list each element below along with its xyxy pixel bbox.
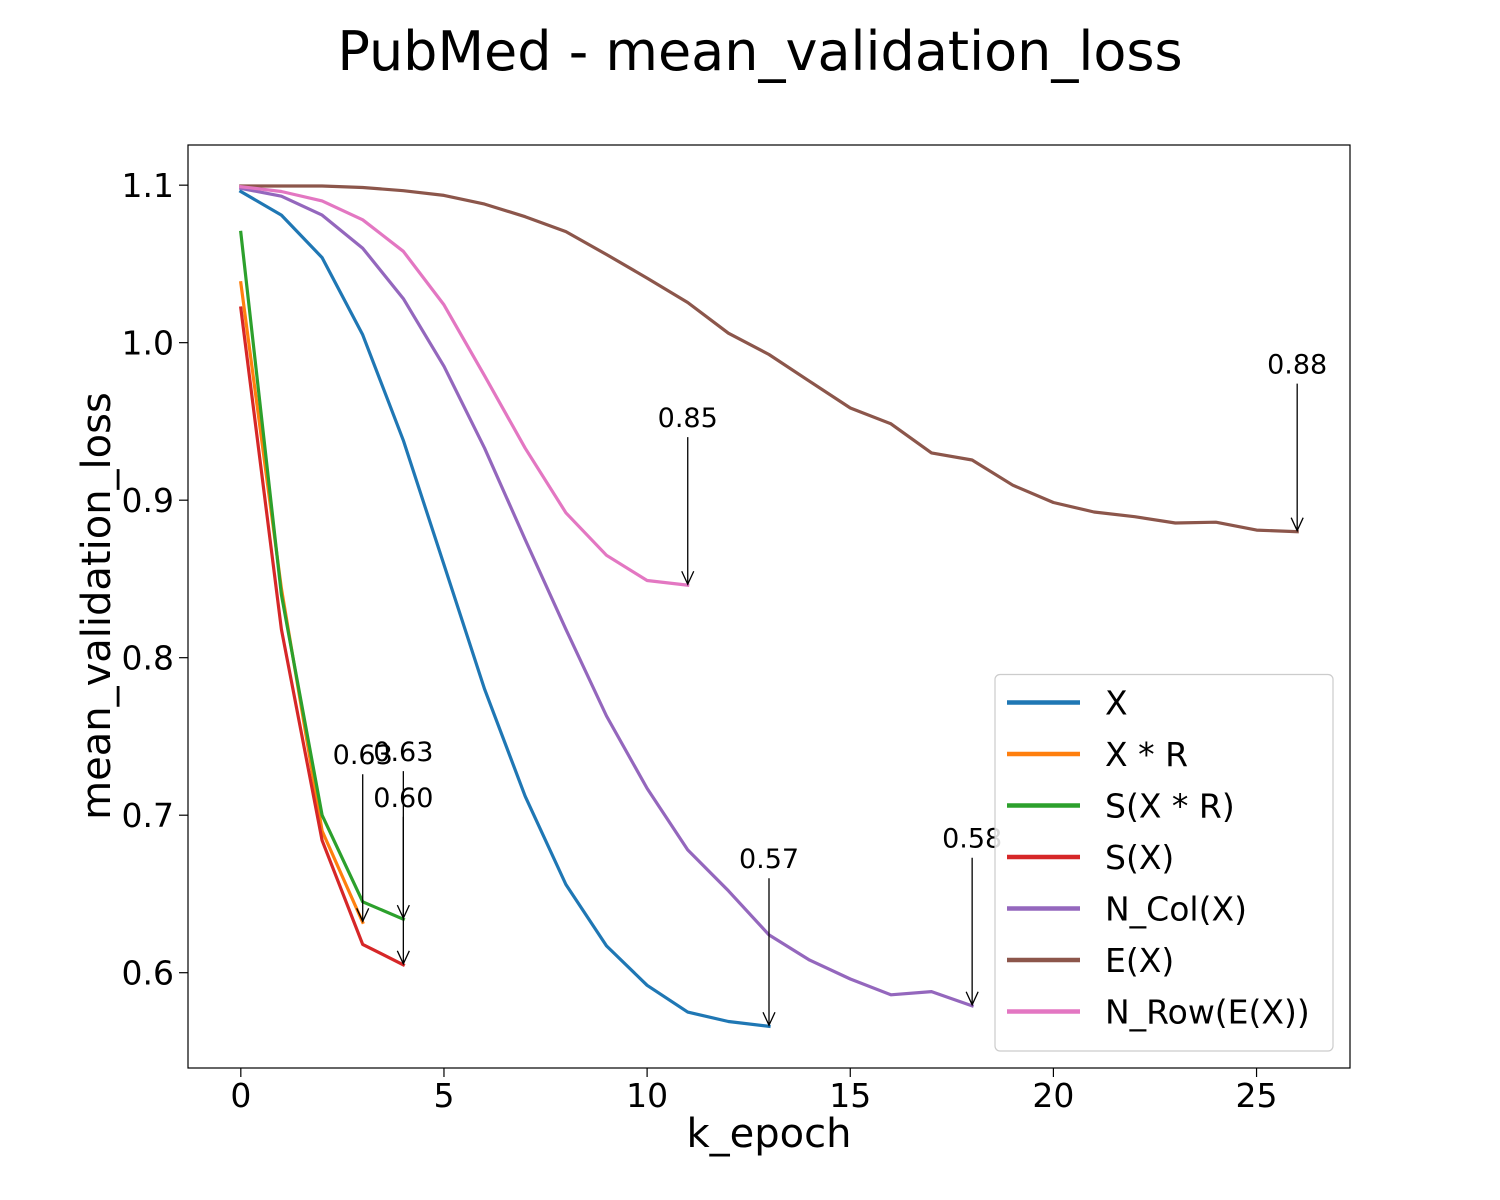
- series-line-4: [238, 186, 975, 1008]
- annotation-label: 0.63: [373, 737, 433, 768]
- series-line-3: [239, 306, 406, 967]
- y-tick-label: 0.9: [122, 481, 174, 520]
- x-tick-label: 25: [1236, 1076, 1278, 1115]
- legend-label: X: [1105, 684, 1128, 723]
- series-line-0: [238, 189, 771, 1029]
- annotation-label: 0.63: [333, 740, 393, 771]
- annotation-arrowhead: [356, 908, 370, 923]
- legend-label: N_Col(X): [1105, 890, 1247, 929]
- annotation-2: 0.63: [373, 737, 433, 920]
- y-tick-label: 0.7: [122, 796, 174, 835]
- annotation-arrowhead: [681, 570, 695, 586]
- annotation-4: 0.58: [942, 824, 1002, 1007]
- y-tick-label: 1.1: [122, 166, 174, 205]
- annotation-label: 0.60: [373, 783, 433, 814]
- x-tick-label: 10: [626, 1076, 668, 1115]
- legend-label: S(X): [1105, 838, 1174, 877]
- x-tick-label: 20: [1032, 1076, 1074, 1115]
- legend-label: N_Row(E(X)): [1105, 993, 1310, 1032]
- annotation-arrowhead: [396, 950, 410, 966]
- chart-title: PubMed - mean_validation_loss: [337, 20, 1182, 83]
- annotation-arrowhead: [965, 991, 979, 1007]
- y-tick-label: 0.6: [122, 954, 174, 993]
- y-axis-label: mean_validation_loss: [74, 392, 120, 820]
- annotation-1: 0.63: [333, 740, 393, 923]
- legend: X X * R S(X * R) S(X) N_Col(X) E(X) N_Row(E(X)…: [994, 673, 1334, 1052]
- series-line-6: [239, 184, 690, 587]
- x-tick-label: 15: [829, 1076, 871, 1115]
- annotation-label: 0.57: [739, 844, 799, 875]
- y-tick-label: 0.8: [122, 639, 174, 678]
- annotation-arrowhead: [762, 1011, 776, 1027]
- x-tick-label: 5: [433, 1076, 454, 1115]
- legend-box: [994, 673, 1334, 1052]
- y-tick-label: 1.0: [122, 324, 174, 363]
- annotation-0: 0.57: [739, 844, 799, 1027]
- annotation-6: 0.85: [658, 403, 718, 586]
- x-axis-label: k_epoch: [687, 1111, 852, 1157]
- annotation-5: 0.88: [1267, 350, 1327, 533]
- annotation-arrowhead: [1290, 517, 1304, 533]
- annotation-label: 0.88: [1267, 350, 1327, 381]
- legend-label: X * R: [1105, 735, 1188, 774]
- plot-frame: [187, 144, 1351, 1069]
- legend-label: E(X): [1105, 941, 1174, 980]
- legend-label: S(X * R): [1105, 787, 1235, 826]
- axis-ticks: 0 5 10 15 20 25 0.6 0.7 0.8 0.9 1.0 1.1: [122, 166, 1278, 1115]
- series-line-5: [239, 184, 1299, 534]
- plot-area: 0.57 0.630.63 0.60 0.58 0.88 0.85: [238, 184, 1327, 1029]
- annotation-3: 0.60: [373, 783, 433, 966]
- annotation-label: 0.85: [658, 403, 718, 434]
- series-line-2: [239, 230, 406, 922]
- x-tick-label: 0: [230, 1076, 251, 1115]
- annotation-label: 0.58: [942, 824, 1002, 855]
